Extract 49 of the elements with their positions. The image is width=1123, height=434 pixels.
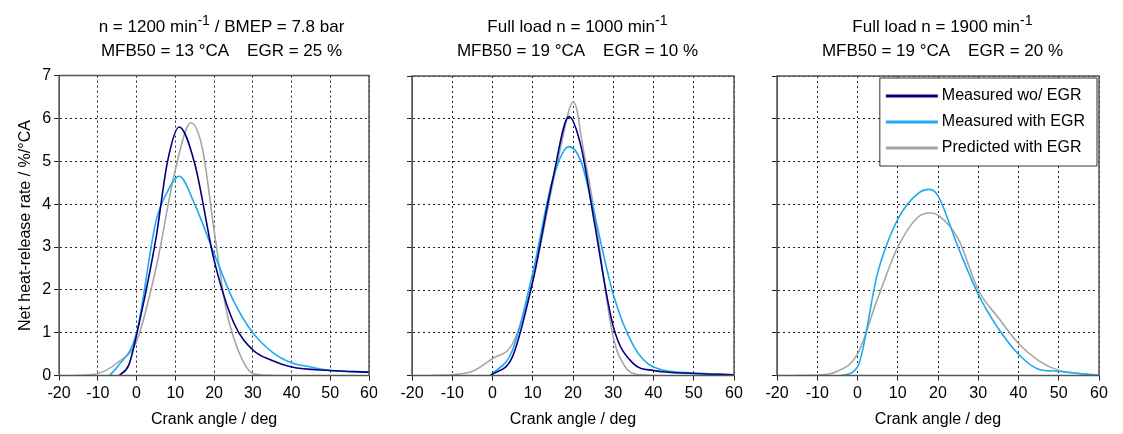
x-tick-label: 10 bbox=[166, 383, 185, 401]
x-tick-label: -20 bbox=[765, 383, 789, 401]
x-tick-label: 40 bbox=[282, 383, 301, 401]
chart-title: Full load n = 1000 min$^{-1}$ bbox=[486, 11, 669, 38]
x-tick-label: 50 bbox=[321, 383, 340, 401]
x-tick-label: 60 bbox=[360, 383, 378, 401]
x-tick-label: 20 bbox=[564, 383, 582, 401]
x-axis-title: Crank angle / deg bbox=[509, 409, 637, 427]
x-tick-label: -20 bbox=[47, 383, 71, 401]
x-tick-label: 20 bbox=[929, 383, 947, 401]
y-tick-label: 4 bbox=[42, 194, 52, 212]
x-tick-label: 0 bbox=[488, 383, 498, 401]
line-series bbox=[118, 125, 369, 376]
x-tick-label: 40 bbox=[644, 383, 663, 401]
chart-title: n = 1200 min$^{-1}$ / BMEP = 7.8 bar bbox=[97, 11, 346, 38]
y-tick-label: 7 bbox=[42, 65, 52, 83]
x-tick-label: 30 bbox=[969, 383, 988, 401]
chart-subtitle: MFB50 = 13 °CA EGR = 25 % bbox=[99, 39, 344, 62]
y-tick-label: 3 bbox=[42, 237, 52, 255]
x-tick-label: 10 bbox=[888, 383, 907, 401]
x-tick-label: 10 bbox=[523, 383, 542, 401]
y-tick-label: 5 bbox=[42, 151, 52, 169]
x-tick-label: -10 bbox=[440, 383, 464, 401]
y-tick-label: 2 bbox=[42, 279, 52, 297]
x-tick-label: 60 bbox=[725, 383, 743, 401]
x-tick-label: -20 bbox=[400, 383, 424, 401]
x-tick-label: 0 bbox=[853, 383, 863, 401]
legend-label: Predicted with EGR bbox=[941, 138, 1082, 156]
y-axis-title: Net heat-release rate / %/°CA bbox=[16, 119, 34, 331]
chart-subtitle: MFB50 = 19 °CA EGR = 10 % bbox=[455, 39, 700, 62]
x-tick-label: 50 bbox=[684, 383, 703, 401]
y-tick-label: 0 bbox=[42, 365, 52, 383]
legend-label: Measured wo/ EGR bbox=[941, 86, 1082, 104]
x-axis-title: Crank angle / deg bbox=[874, 409, 1002, 427]
x-axis-title: Crank angle / deg bbox=[150, 409, 278, 427]
x-tick-label: 50 bbox=[1049, 383, 1068, 401]
x-tick-label: 0 bbox=[132, 383, 142, 401]
x-tick-label: 20 bbox=[205, 383, 224, 401]
x-tick-label: -10 bbox=[805, 383, 829, 401]
y-tick-label: 6 bbox=[42, 108, 52, 126]
x-tick-label: 60 bbox=[1090, 383, 1108, 401]
chart-subtitle: MFB50 = 19 °CA EGR = 20 % bbox=[820, 39, 1065, 62]
legend-label: Measured with EGR bbox=[941, 112, 1086, 130]
x-tick-label: 30 bbox=[604, 383, 623, 401]
chart-title: Full load n = 1900 min$^{-1}$ bbox=[851, 11, 1034, 38]
x-tick-label: 30 bbox=[243, 383, 262, 401]
x-tick-label: -10 bbox=[86, 383, 110, 401]
x-tick-label: 40 bbox=[1009, 383, 1028, 401]
y-tick-label: 1 bbox=[42, 322, 52, 340]
